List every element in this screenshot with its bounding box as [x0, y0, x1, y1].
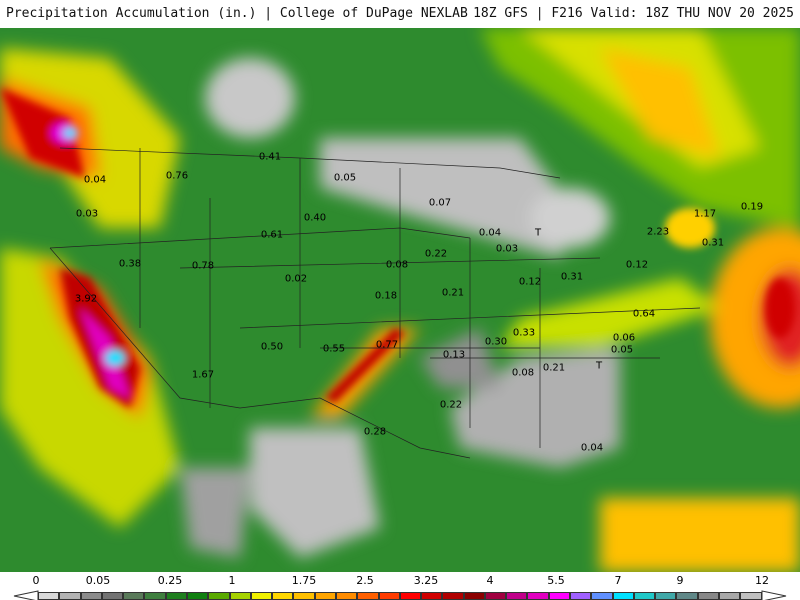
precip-value-label: 0.77: [375, 339, 399, 351]
precip-value-label: 1.67: [191, 369, 215, 381]
precip-value-label: 0.31: [701, 237, 725, 249]
legend-tick-label: 1.75: [291, 574, 317, 587]
legend-swatch: [421, 592, 443, 600]
precip-value-label: 0.28: [363, 426, 387, 438]
legend-swatch: [612, 592, 634, 600]
legend-swatch: [633, 592, 656, 600]
legend-swatch: [570, 592, 592, 600]
legend-tick-label: 1: [228, 574, 236, 587]
precip-value-label: 0.55: [322, 343, 346, 355]
precip-value-label: 0.50: [260, 341, 284, 353]
legend-swatch: [357, 592, 379, 600]
legend-swatch: [101, 592, 124, 600]
precip-value-label: 0.03: [75, 208, 99, 220]
legend-swatch: [250, 592, 273, 600]
legend-swatch: [697, 592, 719, 600]
color-legend: 0 0.05 0.25 1 1.75 2.5 3.25 4 5.5 7 9 12: [0, 572, 800, 600]
precip-value-label: 3.92: [74, 293, 98, 305]
legend-swatch: [123, 592, 145, 600]
legend-swatch: [59, 592, 81, 600]
precip-value-label: 0.18: [374, 290, 398, 302]
map-title: Precipitation Accumulation (in.) | Colle…: [6, 6, 468, 21]
precip-value-label: 0.13: [442, 349, 466, 361]
legend-tick-label: 3.25: [413, 574, 439, 587]
precip-value-label: 0.03: [495, 243, 519, 255]
precip-value-label: 0.12: [625, 259, 649, 271]
legend-swatch: [335, 592, 358, 600]
legend-swatch: [314, 592, 336, 600]
legend-swatch: [272, 592, 294, 600]
precip-value-label: 0.22: [424, 248, 448, 260]
precip-value-label: 0.21: [441, 287, 465, 299]
precipitation-map: 0.41 0.76 0.04 0.05 0.07 0.03 0.40 0.61 0.04 T 2.2…: [0, 28, 800, 572]
precip-value-label: 0.05: [610, 344, 634, 356]
precip-value-label: 0.61: [260, 229, 284, 241]
legend-tick-label: 12: [755, 574, 769, 587]
precip-value-label: 1.17: [693, 208, 717, 220]
precip-value-label: 0.38: [118, 258, 142, 270]
precip-value-label: 0.78: [191, 260, 215, 272]
legend-colorbar: [38, 592, 762, 600]
legend-swatch: [186, 592, 209, 600]
legend-tick-label: 5.5: [547, 574, 565, 587]
precip-value-label: 0.76: [165, 170, 189, 182]
legend-swatch: [144, 592, 166, 600]
precip-value-label: 0.64: [632, 308, 656, 320]
precip-value-label: 0.12: [518, 276, 542, 288]
legend-swatch: [229, 592, 251, 600]
precip-value-label: 0.33: [512, 327, 536, 339]
legend-swatch: [676, 592, 698, 600]
precip-field: [0, 28, 800, 572]
legend-swatch: [442, 592, 464, 600]
state-borders: [49, 147, 701, 459]
legend-swatch: [527, 592, 549, 600]
precip-value-label: 0.08: [511, 367, 535, 379]
legend-left-arrow: [13, 590, 39, 600]
legend-tick-label: 0.05: [85, 574, 111, 587]
precip-value-label: 0.02: [284, 273, 308, 285]
legend-tick-label: 7: [614, 574, 622, 587]
legend-tick-label: 0.25: [157, 574, 183, 587]
legend-swatch: [399, 592, 422, 600]
precip-value-label: 0.07: [428, 197, 452, 209]
precip-value-label: 0.19: [740, 201, 764, 213]
legend-swatch: [38, 592, 60, 600]
precip-value-label: 2.23: [646, 226, 670, 238]
legend-tick-label: 0: [32, 574, 40, 587]
precip-value-label: 0.06: [612, 332, 636, 344]
legend-swatch: [548, 592, 571, 600]
legend-swatch: [293, 592, 315, 600]
precip-value-label: 0.04: [580, 442, 604, 454]
legend-swatch: [740, 592, 762, 600]
precip-value-label: 0.08: [385, 259, 409, 271]
legend-tick-label: 4: [486, 574, 494, 587]
legend-swatch: [208, 592, 230, 600]
legend-swatch: [655, 592, 677, 600]
legend-tick-label: 9: [676, 574, 684, 587]
legend-swatch: [378, 592, 400, 600]
legend-swatch: [591, 592, 613, 600]
legend-swatch: [506, 592, 528, 600]
precip-value-label: 0.30: [484, 336, 508, 348]
precip-value-label: 0.04: [478, 227, 502, 239]
legend-swatch: [463, 592, 485, 600]
precip-value-label: 0.04: [83, 174, 107, 186]
legend-tick-label: 2.5: [356, 574, 374, 587]
precip-value-label: 0.21: [542, 362, 566, 374]
legend-swatch: [80, 592, 102, 600]
header: Precipitation Accumulation (in.) | Colle…: [0, 0, 800, 28]
legend-right-arrow: [761, 590, 787, 600]
precip-value-label: T: [595, 360, 603, 372]
precip-value-label: T: [534, 227, 542, 239]
precip-value-label: 0.31: [560, 271, 584, 283]
legend-swatch: [165, 592, 187, 600]
legend-swatch: [719, 592, 741, 600]
precip-value-label: 0.22: [439, 399, 463, 411]
precip-value-label: 0.40: [303, 212, 327, 224]
model-run-info: 18Z GFS | F216 Valid: 18Z THU NOV 20 202…: [473, 6, 794, 21]
legend-swatch: [484, 592, 507, 600]
precip-value-label: 0.41: [258, 151, 282, 163]
precip-value-label: 0.05: [333, 172, 357, 184]
